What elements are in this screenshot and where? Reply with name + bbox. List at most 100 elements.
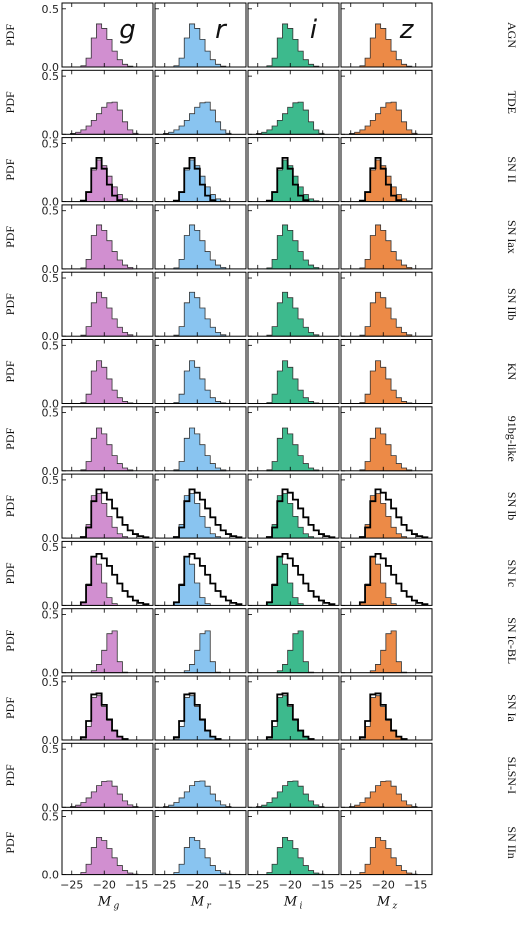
- observed-histogram: [358, 157, 403, 202]
- panel-frame: [340, 2, 433, 68]
- x-axis-label-z: M: [376, 895, 391, 910]
- panel-frame: [61, 810, 154, 876]
- sim-histogram: [183, 630, 222, 674]
- sim-histogram: [90, 630, 129, 674]
- x-axis-label-r: M: [190, 895, 205, 910]
- sim-histogram: [163, 101, 232, 135]
- panel-slsn-i-i: [247, 742, 340, 808]
- x-tick-label: −15: [404, 879, 427, 892]
- panel-frame: [340, 608, 433, 674]
- panel-frame: [61, 473, 154, 539]
- panel-frame: [61, 2, 154, 68]
- panel-frame: [247, 473, 340, 539]
- y-tick-label: 0.0: [42, 128, 60, 141]
- panel-91bg-like-g: 0.0 0.5: [42, 406, 154, 478]
- panel-sn-ib-z: [340, 473, 433, 539]
- sim-histogram: [349, 101, 418, 135]
- x-tick-label: −20: [372, 879, 395, 892]
- y-tick-label: 0.0: [42, 196, 60, 209]
- observed-histogram: [265, 157, 310, 202]
- panel-sn-ii-z: [340, 137, 433, 203]
- panel-frame: [340, 406, 433, 472]
- x-tick-label: −25: [339, 879, 362, 892]
- y-tick-label: 0.0: [42, 667, 60, 680]
- panel-frame: [154, 810, 247, 876]
- panel-frame: [247, 204, 340, 270]
- observed-histogram: [358, 488, 429, 539]
- panel-frame: [340, 540, 433, 606]
- x-axis-label-i: M: [283, 895, 298, 910]
- panel-91bg-like-z: [340, 406, 433, 472]
- panel-agn-z: z: [340, 2, 433, 68]
- observed-histogram: [172, 157, 217, 202]
- panel-frame: [247, 540, 340, 606]
- y-tick-label: 0.0: [42, 398, 60, 411]
- y-axis-label: PDF: [3, 831, 17, 853]
- row-label-sn-ia: SN Ia: [505, 694, 519, 722]
- observed-histogram: [265, 552, 336, 606]
- panel-frame: [154, 742, 247, 808]
- panel-sn-ic-g: 0.0 0.5: [42, 540, 154, 612]
- panel-kn-g: 0.0 0.5: [42, 339, 154, 411]
- sim-histogram: [359, 836, 418, 875]
- row-label-slsn-i: SLSN-I: [505, 757, 519, 794]
- y-tick-label: 0.0: [42, 869, 60, 882]
- sim-histogram: [173, 493, 222, 539]
- row-label-kn: KN: [505, 363, 519, 381]
- panel-tde-r: [154, 69, 247, 135]
- panel-frame: [340, 69, 433, 135]
- panel-sn-ic-i: [247, 540, 340, 606]
- panel-sn-iin-g: 0.0 0.5 −25 −20 −15 M g: [42, 810, 154, 912]
- panel-frame: [340, 473, 433, 539]
- sim-histogram: [266, 23, 320, 68]
- panel-frame: [340, 204, 433, 270]
- observed-histogram: [265, 692, 315, 740]
- sim-histogram: [359, 23, 413, 68]
- sim-histogram: [359, 291, 413, 337]
- row-label-sn-iib: SN IIb: [505, 288, 519, 320]
- panel-frame: [340, 137, 433, 203]
- y-tick-label: 0.5: [42, 3, 60, 16]
- y-tick-label: 0.5: [42, 474, 60, 487]
- y-axis-label: PDF: [3, 293, 17, 315]
- panel-frame: [61, 742, 154, 808]
- x-axis-label-g: M: [97, 895, 112, 910]
- panel-frame: [247, 137, 340, 203]
- y-tick-label: 0.5: [42, 541, 60, 554]
- sim-histogram: [359, 360, 413, 404]
- y-tick-label: 0.0: [42, 532, 60, 545]
- panel-sn-ia-z: [340, 675, 433, 741]
- sim-histogram: [369, 630, 408, 674]
- panel-frame: [61, 675, 154, 741]
- y-tick-label: 0.5: [42, 743, 60, 756]
- row-label-tde: TDE: [505, 91, 519, 114]
- panel-frame: [61, 608, 154, 674]
- panel-slsn-i-r: [154, 742, 247, 808]
- panel-frame: [247, 406, 340, 472]
- panel-sn-iib-r: [154, 271, 247, 337]
- panel-frame: [154, 271, 247, 337]
- panel-sn-iin-z: −25 −20 −15 M z: [339, 810, 433, 912]
- row-label-sn-ic-bl: SN Ic-BL: [505, 617, 519, 664]
- panel-sn-ia-g: 0.0 0.5: [42, 675, 154, 747]
- sim-histogram: [266, 695, 315, 741]
- panel-frame: [61, 69, 154, 135]
- y-tick-label: 0.5: [42, 205, 60, 218]
- panel-agn-r: r: [154, 2, 247, 68]
- observed-histogram: [358, 692, 408, 740]
- row-label-sn-ii: SN II: [505, 156, 519, 182]
- y-tick-label: 0.5: [42, 810, 60, 823]
- band-label-z: z: [399, 15, 415, 45]
- panel-sn-ic-bl-r: [154, 608, 247, 674]
- sim-histogram: [80, 291, 134, 337]
- panel-tde-i: [247, 69, 340, 135]
- panel-frame: [154, 473, 247, 539]
- sim-histogram: [256, 101, 325, 135]
- sim-histogram: [80, 23, 134, 68]
- sim-histogram: [266, 360, 320, 404]
- panel-sn-ia-i: [247, 675, 340, 741]
- panel-frame: [154, 540, 247, 606]
- panel-frame: [247, 2, 340, 68]
- panel-slsn-i-z: [340, 742, 433, 808]
- panel-frame: [154, 69, 247, 135]
